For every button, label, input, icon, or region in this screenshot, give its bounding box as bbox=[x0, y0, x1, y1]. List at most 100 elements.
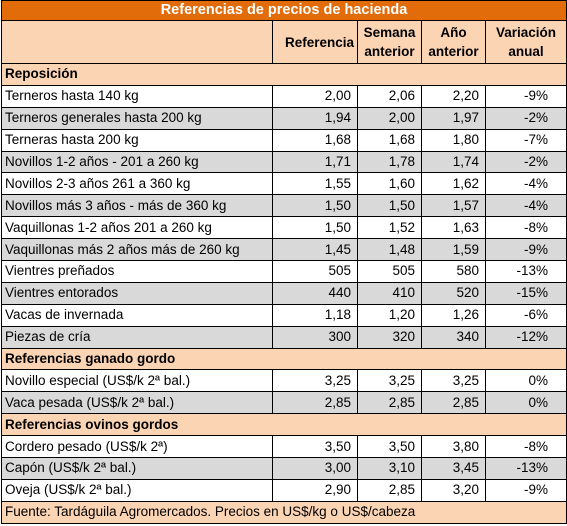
cell-variacion-anual: -2% bbox=[484, 150, 567, 174]
cell-semana-anterior: 1,48 bbox=[357, 238, 422, 262]
table-row: Vaquillonas más 2 años más de 260 kg 1,45… bbox=[1, 238, 567, 262]
row-label: Vientres entorados bbox=[1, 281, 273, 305]
cell-anio-anterior: 340 bbox=[421, 325, 486, 349]
row-label: Vaca pesada (US$/k 2ª bal.) bbox=[1, 391, 273, 415]
cell-semana-anterior: 2,00 bbox=[357, 106, 422, 130]
table-row: Oveja (US$/k 2ª bal.) 2,90 2,85 3,20 -9% bbox=[1, 478, 567, 502]
cell-referencia: 1,50 bbox=[272, 216, 358, 240]
cell-variacion-anual: -9% bbox=[484, 84, 567, 108]
cell-semana-anterior: 3,25 bbox=[357, 369, 422, 393]
table-row: Capón (US$/k 2ª bal.) 3,00 3,10 3,45 -13% bbox=[1, 457, 567, 480]
cell-referencia: 1,55 bbox=[272, 172, 358, 196]
row-label: Vaquillonas 1-2 años 201 a 260 kg bbox=[1, 216, 273, 240]
cell-anio-anterior: 3,25 bbox=[421, 369, 486, 393]
cell-referencia: 3,50 bbox=[272, 435, 358, 459]
row-label: Terneros generales hasta 200 kg bbox=[1, 106, 273, 130]
row-label: Terneros hasta 140 kg bbox=[1, 84, 273, 108]
cell-anio-anterior: 1,74 bbox=[421, 150, 486, 174]
cell-referencia: 2,90 bbox=[272, 478, 358, 502]
header-variacion-anual: Variación anual bbox=[484, 20, 567, 64]
row-label: Capón (US$/k 2ª bal.) bbox=[1, 457, 273, 480]
cell-referencia: 1,68 bbox=[272, 128, 358, 152]
section-title: Referencias ovinos gordos bbox=[0, 413, 567, 437]
cell-semana-anterior: 1,68 bbox=[357, 128, 422, 152]
table-row: Cordero pesado (US$/k 2ª) 3,50 3,50 3,80 -8% bbox=[1, 435, 567, 459]
row-label: Terneras hasta 200 kg bbox=[1, 128, 273, 152]
cell-referencia: 2,85 bbox=[272, 391, 358, 415]
cell-referencia: 3,25 bbox=[272, 369, 358, 393]
cell-semana-anterior: 1,20 bbox=[357, 303, 422, 327]
table-row: Terneros hasta 140 kg 2,00 2,06 2,20 -9% bbox=[1, 84, 567, 108]
table-row: Vientres preñados 505 505 580 -13% bbox=[1, 260, 567, 283]
cell-anio-anterior: 1,63 bbox=[421, 216, 486, 240]
cell-referencia: 300 bbox=[272, 325, 358, 349]
cell-variacion-anual: -4% bbox=[484, 172, 567, 196]
table-row: Piezas de cría 300 320 340 -12% bbox=[1, 325, 567, 349]
table-row: Novillo especial (US$/k 2ª bal.) 3,25 3,25… bbox=[1, 369, 567, 393]
cell-variacion-anual: -8% bbox=[484, 216, 567, 240]
cell-referencia: 1,50 bbox=[272, 194, 358, 218]
cell-semana-anterior: 1,78 bbox=[357, 150, 422, 174]
cell-anio-anterior: 3,45 bbox=[421, 457, 486, 480]
cell-semana-anterior: 505 bbox=[357, 260, 422, 283]
header-anio-anterior: Año anterior bbox=[421, 20, 486, 64]
cell-referencia: 440 bbox=[272, 281, 358, 305]
cell-semana-anterior: 1,60 bbox=[357, 172, 422, 196]
cell-anio-anterior: 1,62 bbox=[421, 172, 486, 196]
table-row: Vacas de invernada 1,18 1,20 1,26 -6% bbox=[1, 303, 567, 327]
cell-semana-anterior: 3,50 bbox=[357, 435, 422, 459]
cell-anio-anterior: 1,26 bbox=[421, 303, 486, 327]
table-row: Novillos más 3 años - más de 360 kg 1,50 1… bbox=[1, 194, 567, 218]
table-title: Referencias de precios de hacienda bbox=[0, 0, 567, 21]
cell-anio-anterior: 1,80 bbox=[421, 128, 486, 152]
table-row: Novillos 2-3 años 261 a 360 kg 1,55 1,60 1,… bbox=[1, 172, 567, 196]
column-header-row: Referencia Semana anterior Año anterior … bbox=[1, 20, 567, 64]
row-label: Novillos 2-3 años 261 a 360 kg bbox=[1, 172, 273, 196]
row-label: Novillos 1-2 años - 201 a 260 kg bbox=[1, 150, 273, 174]
header-empty bbox=[1, 20, 273, 64]
cell-semana-anterior: 3,10 bbox=[357, 457, 422, 480]
row-label: Vientres preñados bbox=[1, 260, 273, 283]
cell-referencia: 1,71 bbox=[272, 150, 358, 174]
cell-anio-anterior: 2,20 bbox=[421, 84, 486, 108]
row-label: Oveja (US$/k 2ª bal.) bbox=[1, 478, 273, 502]
row-label: Piezas de cría bbox=[1, 325, 273, 349]
cell-referencia: 2,00 bbox=[272, 84, 358, 108]
row-label: Novillos más 3 años - más de 360 kg bbox=[1, 194, 273, 218]
row-label: Novillo especial (US$/k 2ª bal.) bbox=[1, 369, 273, 393]
header-referencia: Referencia bbox=[272, 20, 358, 64]
row-label: Vacas de invernada bbox=[1, 303, 273, 327]
table-row: Terneras hasta 200 kg 1,68 1,68 1,80 -7% bbox=[1, 128, 567, 152]
cell-variacion-anual: -4% bbox=[484, 194, 567, 218]
cell-variacion-anual: -9% bbox=[484, 238, 567, 262]
table-row: Terneros generales hasta 200 kg 1,94 2,00 1… bbox=[1, 106, 567, 130]
row-label: Vaquillonas más 2 años más de 260 kg bbox=[1, 238, 273, 262]
cell-variacion-anual: -12% bbox=[484, 325, 567, 349]
cell-variacion-anual: -13% bbox=[484, 457, 567, 480]
cell-referencia: 505 bbox=[272, 260, 358, 283]
cell-semana-anterior: 2,85 bbox=[357, 391, 422, 415]
section-header-row: Reposición bbox=[0, 63, 567, 86]
cell-referencia: 1,45 bbox=[272, 238, 358, 262]
section-header-row: Referencias ganado gordo bbox=[0, 347, 567, 371]
cell-anio-anterior: 3,80 bbox=[421, 435, 486, 459]
table-row: Vientres entorados 440 410 520 -15% bbox=[1, 281, 567, 305]
cell-variacion-anual: 0% bbox=[484, 391, 567, 415]
cell-variacion-anual: -15% bbox=[484, 281, 567, 305]
table-row: Vaca pesada (US$/k 2ª bal.) 2,85 2,85 2,85 0… bbox=[1, 391, 567, 415]
cell-variacion-anual: -7% bbox=[484, 128, 567, 152]
section-header-row: Referencias ovinos gordos bbox=[0, 413, 567, 437]
cell-anio-anterior: 1,59 bbox=[421, 238, 486, 262]
cell-anio-anterior: 520 bbox=[421, 281, 486, 305]
cell-variacion-anual: -13% bbox=[484, 260, 567, 283]
price-table-body: Referencias de precios de hacienda Refer… bbox=[0, 0, 567, 502]
cell-referencia: 1,94 bbox=[272, 106, 358, 130]
cell-variacion-anual: -6% bbox=[484, 303, 567, 327]
cell-anio-anterior: 1,57 bbox=[421, 194, 486, 218]
cell-anio-anterior: 2,85 bbox=[421, 391, 486, 415]
cell-variacion-anual: -8% bbox=[484, 435, 567, 459]
source-footer: Fuente: Tardáguila Agromercados. Precios… bbox=[0, 500, 567, 524]
row-label: Cordero pesado (US$/k 2ª) bbox=[1, 435, 273, 459]
cell-semana-anterior: 2,85 bbox=[357, 478, 422, 502]
